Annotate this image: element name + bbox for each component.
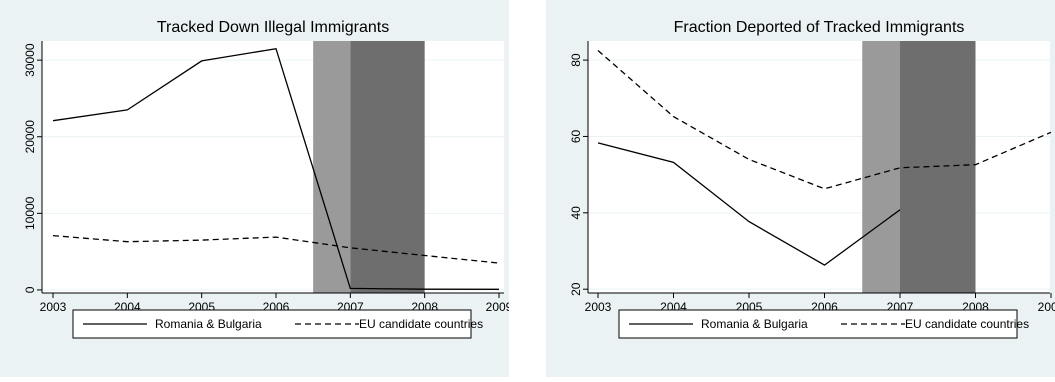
chart-right-plot-area [588, 41, 1050, 293]
chart-left-legend-label: Romania & Bulgaria [155, 317, 262, 331]
chart-right-x-tick-label: 2003 [585, 300, 612, 314]
chart-right-x-tick-label: 2009 [1038, 300, 1055, 314]
chart-fraction-deported-svg: 204060802003200420052006200720082009year… [546, 0, 1055, 377]
chart-right-series-line [597, 142, 901, 266]
chart-left-y-tick-label: 0 [23, 286, 37, 293]
chart-left-series-line [52, 234, 500, 264]
chart-left-x-tick-label: 2003 [40, 300, 67, 314]
chart-right-y-tick-label: 20 [569, 282, 583, 296]
chart-left-plot-area [42, 41, 504, 293]
chart-left-y-tick-label: 10000 [23, 196, 37, 230]
chart-left-shaded-region [313, 41, 351, 293]
chart-left-legend: Romania & Bulgaria EU candidate countries [72, 309, 483, 339]
chart-right-y-tick-label: 80 [569, 53, 583, 67]
chart-right-series-line [597, 50, 1052, 190]
chart-tracked-immigrants: 0 10000 20000 30000 2003 2004 2005 2006 2007 2008… [0, 0, 513, 382]
chart-left-shaded-region [350, 41, 425, 293]
chart-right-shaded-region [900, 41, 976, 293]
chart-right-y-tick-label: 40 [569, 206, 583, 220]
chart-left-y-tick-label: 30000 [23, 43, 37, 77]
chart-right-y-tick-label: 60 [569, 129, 583, 143]
chart-left-x-tick-label: 2009 [486, 300, 509, 314]
chart-right-legend-label: Romania & Bulgaria [701, 317, 808, 331]
chart-fraction-deported: 204060802003200420052006200720082009year… [546, 0, 1055, 382]
chart-right-title: Fraction Deported of Tracked Immigrants [674, 19, 965, 36]
chart-left-legend-label: EU candidate countries [359, 317, 483, 331]
chart-right-shaded-region [862, 41, 900, 293]
chart-right-legend-label: EU candidate countries [905, 317, 1029, 331]
chart-left-title: Tracked Down Illegal Immigrants [157, 19, 389, 36]
chart-left-series-line [52, 47, 500, 290]
chart-right-legend: Romania & Bulgaria EU candidate countries [618, 309, 1029, 339]
chart-left-y-tick-label: 20000 [23, 120, 37, 154]
